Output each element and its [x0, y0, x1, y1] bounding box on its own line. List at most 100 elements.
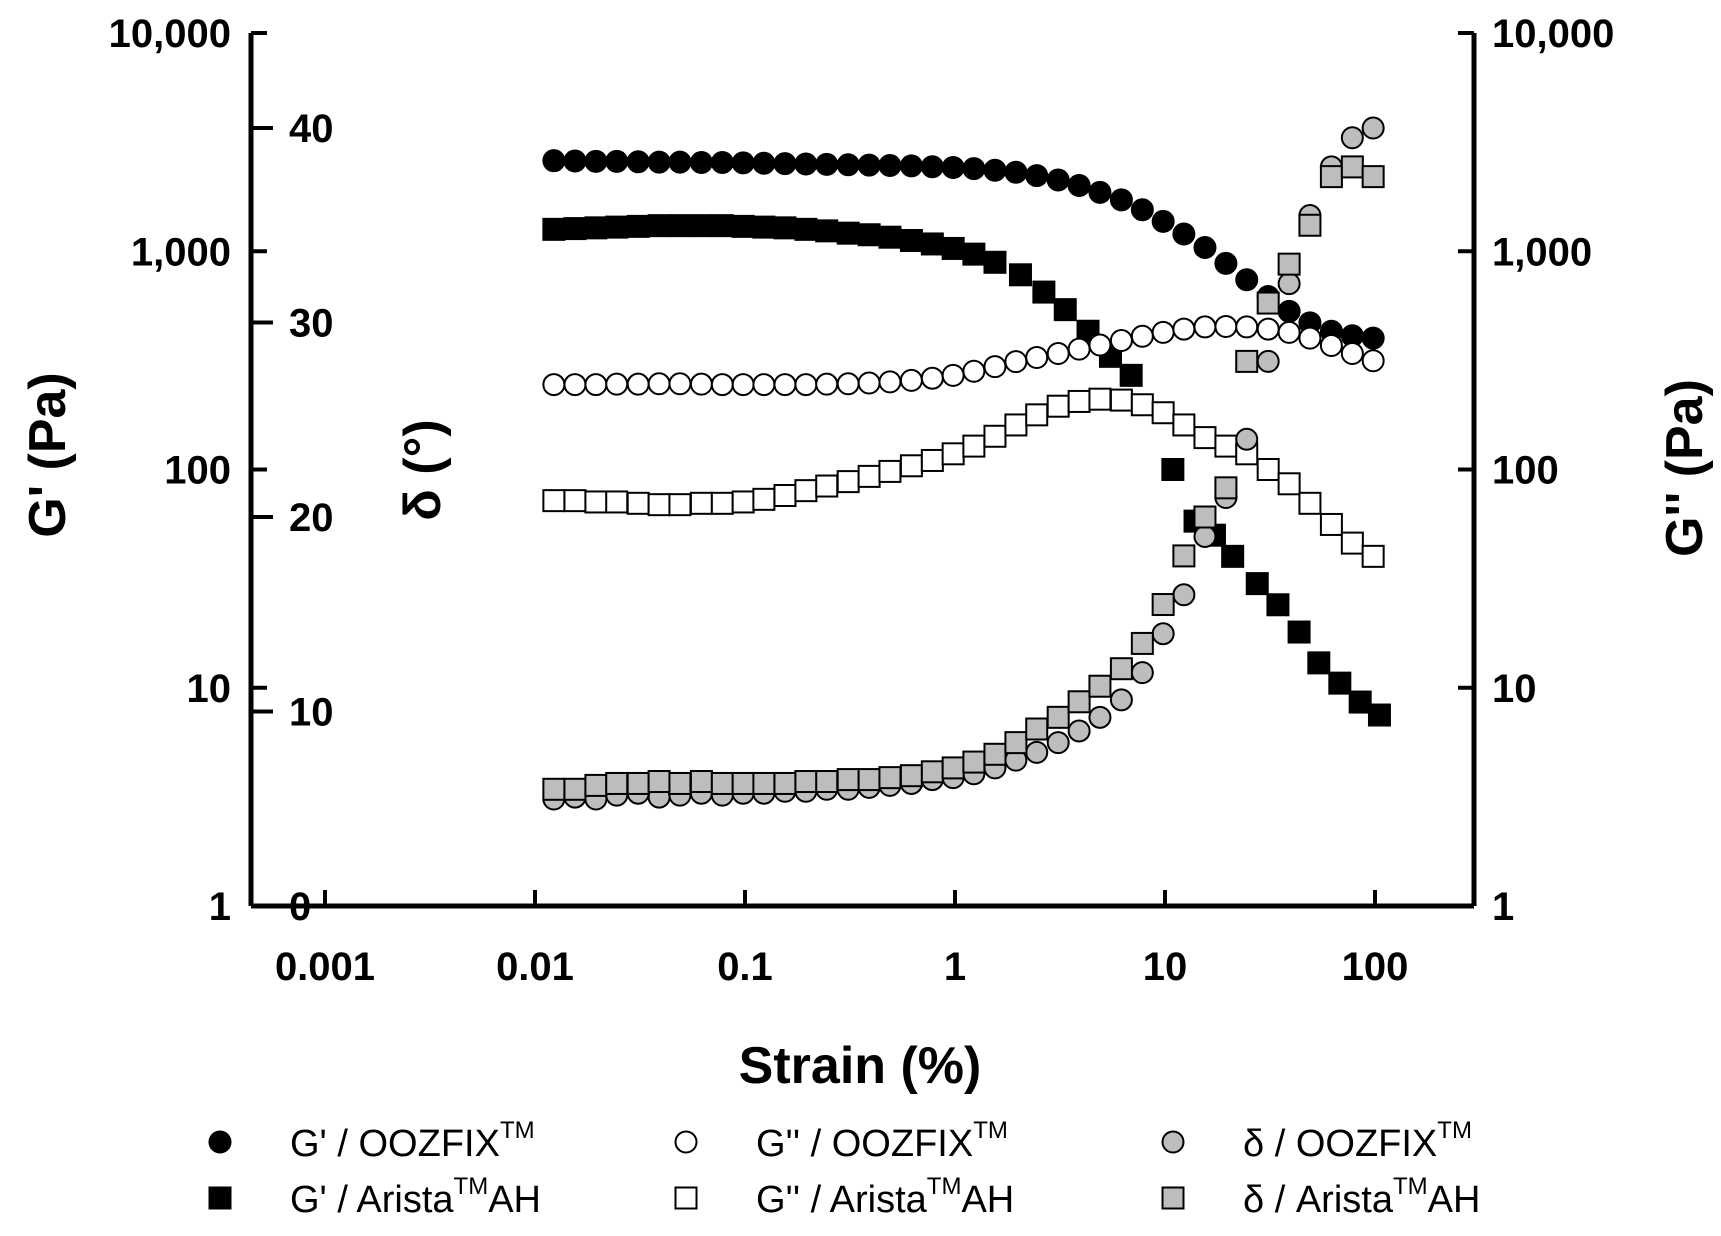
data-point [689, 214, 713, 238]
data-point [1130, 393, 1154, 417]
data-point [1088, 333, 1112, 357]
data-point [836, 470, 860, 494]
data-point [794, 479, 818, 503]
data-point [1025, 740, 1049, 764]
data-point [878, 459, 902, 483]
data-point [1130, 661, 1154, 685]
legend-label: G'' / AristaTMAH [756, 1173, 1014, 1221]
data-point [857, 153, 881, 177]
data-point [626, 372, 650, 396]
data-point [773, 216, 797, 240]
data-point [647, 770, 671, 794]
data-point [647, 372, 671, 396]
legend-label-tail: AH [488, 1179, 541, 1221]
data-point [1046, 342, 1070, 366]
data-point [584, 373, 608, 397]
data-point [899, 368, 923, 392]
data-point [1328, 671, 1352, 695]
delta-axis: 0 10 20 30 40 [251, 107, 334, 929]
data-point [878, 154, 902, 178]
data-point [1088, 705, 1112, 729]
data-point [752, 373, 776, 397]
data-point [773, 152, 797, 176]
data-point [668, 372, 692, 396]
data-point [1361, 349, 1385, 373]
left-tick-label: 10 [187, 667, 232, 711]
data-point [1367, 703, 1391, 727]
data-point [1151, 401, 1175, 425]
data-point [1266, 593, 1290, 617]
right-tick-label: 10,000 [1492, 12, 1614, 56]
data-point [1151, 593, 1175, 617]
data-point [1340, 155, 1364, 179]
left-axis-title: G' (Pa) [19, 372, 77, 538]
data-point [857, 223, 881, 247]
data-point [1256, 291, 1280, 315]
data-point [1340, 342, 1364, 366]
legend-label-main: G' / OOZFIX [290, 1123, 500, 1165]
data-point [836, 153, 860, 177]
right-tick-label: 1,000 [1492, 230, 1592, 274]
x-tick-label: 0.1 [717, 945, 773, 989]
data-point [962, 750, 986, 774]
data-point [584, 773, 608, 797]
data-point [773, 771, 797, 795]
data-point [1046, 168, 1070, 192]
data-point [689, 491, 713, 515]
data-point [689, 151, 713, 175]
data-point [794, 152, 818, 176]
data-point [1340, 531, 1364, 555]
data-point [794, 217, 818, 241]
data-point [878, 225, 902, 249]
data-point [1130, 198, 1154, 222]
data-point [1361, 544, 1385, 568]
data-point [1277, 272, 1301, 296]
right-tick-label: 10 [1492, 667, 1537, 711]
legend-marker [208, 1186, 232, 1210]
data-point [731, 214, 755, 238]
data-point [836, 372, 860, 396]
data-point [1319, 512, 1343, 536]
data-point [1298, 326, 1322, 350]
data-point [542, 777, 566, 801]
x-tick-label: 100 [1342, 945, 1409, 989]
data-point [857, 371, 881, 395]
series-3 [542, 387, 1385, 568]
data-point [899, 764, 923, 788]
data-point [1130, 324, 1154, 348]
x-axis-title: Strain (%) [739, 1037, 982, 1095]
series-5 [542, 155, 1385, 801]
data-point [1004, 160, 1028, 184]
data-point [815, 152, 839, 176]
legend-label: G'' / OOZFIXTM [756, 1117, 1008, 1165]
data-point [1067, 389, 1091, 413]
data-point [1235, 315, 1259, 339]
data-point [815, 474, 839, 498]
legend-label-main: δ / Arista [1243, 1179, 1394, 1221]
data-point [1277, 252, 1301, 276]
legend-label-main: G' / Arista [290, 1179, 454, 1221]
data-point [1109, 388, 1133, 412]
data-point [668, 493, 692, 517]
data-point [605, 149, 629, 173]
data-point [794, 770, 818, 794]
data-point [1193, 426, 1217, 450]
data-point [1319, 165, 1343, 189]
data-point [563, 373, 587, 397]
data-point [1172, 544, 1196, 568]
data-point [1235, 427, 1259, 451]
data-point [668, 150, 692, 174]
data-point [1277, 320, 1301, 344]
left-tick-label: 1 [209, 885, 231, 929]
legend-marker [1161, 1130, 1185, 1154]
data-point [1298, 491, 1322, 515]
data-point [647, 214, 671, 238]
legend-label-sup: TM [500, 1117, 535, 1144]
data-point [1235, 349, 1259, 373]
data-point [1172, 317, 1196, 341]
right-tick-label: 1 [1492, 885, 1514, 929]
data-point [983, 355, 1007, 379]
legend-label-main: δ / OOZFIX [1243, 1123, 1437, 1165]
data-point [731, 490, 755, 514]
data-point [1067, 337, 1091, 361]
